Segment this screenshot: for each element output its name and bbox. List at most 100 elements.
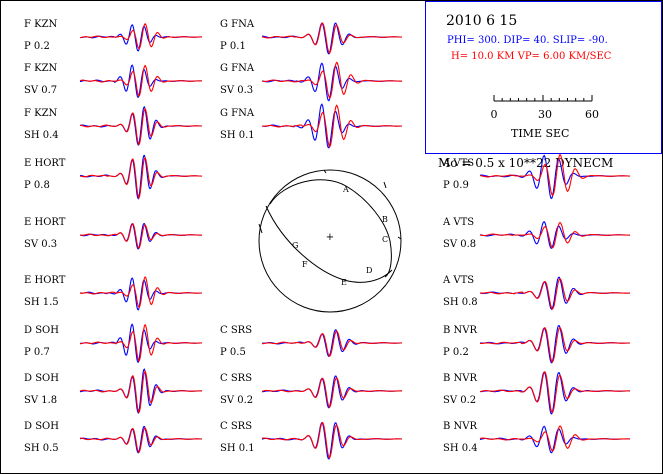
synthetic-trace — [80, 276, 202, 309]
phase-amplitude-label: P 0.9 — [443, 180, 469, 191]
station-mark-b: B — [382, 215, 388, 224]
synthetic-trace — [79, 223, 202, 249]
waveform-panel: F KZN SV 0.7 — [24, 63, 202, 99]
phase-amplitude-label: SH 0.4 — [443, 443, 478, 454]
station-mark-d: D — [366, 266, 372, 275]
waveform-panel: A VTS SH 0.8 — [442, 275, 631, 311]
waveform-panel: E HORT SV 0.3 — [24, 217, 202, 250]
synthetic-trace — [261, 22, 402, 54]
waveform-panel: B NVR SH 0.4 — [443, 421, 631, 454]
synthetic-trace — [79, 156, 202, 199]
station-label: E HORT — [24, 158, 66, 169]
waveform-panel: C SRS SH 0.1 — [220, 421, 402, 460]
waveform-panel: D SOH P 0.7 — [24, 323, 202, 363]
synthetic-trace — [79, 323, 202, 362]
waveform-panel: F KZN SH 0.4 — [24, 105, 203, 146]
phase-amplitude-label: P 0.2 — [443, 347, 469, 358]
station-label: C SRS — [220, 373, 252, 384]
waveform-panel: C SRS SV 0.2 — [220, 373, 402, 409]
synthetic-trace — [480, 326, 630, 363]
waveform-panel: G FNA P 0.1 — [220, 19, 402, 55]
station-label: C SRS — [220, 421, 252, 432]
station-label: G FNA — [220, 19, 255, 30]
phase-amplitude-label: P 0.1 — [220, 41, 246, 52]
synthetic-trace — [262, 330, 402, 357]
waveform-panel: G FNA SV 0.3 — [220, 61, 402, 102]
phase-amplitude-label: SV 0.2 — [220, 395, 253, 406]
synthetic-trace — [261, 376, 402, 408]
nodal-plane-2 — [265, 205, 393, 283]
sphere-ticks — [258, 169, 402, 240]
station-label: B NVR — [443, 325, 477, 336]
waveform-panel: B NVR P 0.2 — [443, 324, 630, 364]
phase-amplitude-label: SV 0.8 — [443, 239, 476, 250]
synthetic-trace — [80, 427, 202, 453]
station-label: A VTS — [442, 217, 474, 228]
station-label: G FNA — [220, 63, 255, 74]
scale-tick-60: 60 — [585, 108, 599, 121]
synthetic-trace — [261, 421, 402, 459]
station-label: D SOH — [24, 373, 59, 384]
phase-amplitude-label: SH 0.1 — [220, 130, 255, 141]
station-label: F KZN — [24, 63, 58, 74]
phase-amplitude-label: SV 1.8 — [24, 395, 57, 406]
synthetic-trace — [479, 425, 631, 452]
waveform-panel: A VTS P 0.9 — [442, 153, 630, 200]
synthetic-trace — [79, 64, 202, 98]
station-label: C SRS — [220, 325, 252, 336]
info-box-frame — [425, 1, 662, 154]
station-label: E HORT — [24, 217, 66, 228]
synthetic-trace — [79, 370, 202, 414]
station-mark-c: C — [382, 235, 388, 244]
focal-sphere — [258, 169, 402, 313]
station-label: E HORT — [24, 275, 66, 286]
phase-amplitude-label: SH 1.5 — [24, 297, 59, 308]
waveform-panel: E HORT SH 1.5 — [24, 275, 202, 311]
waveform-panel: B NVR SV 0.2 — [443, 371, 630, 415]
phase-amplitude-label: SV 0.3 — [220, 85, 253, 96]
phase-amplitude-label: SV 0.2 — [443, 395, 476, 406]
scale-label: TIME SEC — [511, 127, 569, 140]
station-label: A VTS — [442, 158, 474, 169]
station-label: B NVR — [443, 421, 477, 432]
mechanism-parameters: PHI= 300. DIP= 40. SLIP= -90. — [447, 35, 608, 46]
station-mark-a: A — [342, 185, 349, 194]
time-scale-bar — [493, 95, 593, 102]
phase-amplitude-label: SH 0.5 — [24, 443, 59, 454]
synthetic-trace — [479, 371, 630, 414]
waveform-panel: E HORT P 0.8 — [24, 154, 203, 200]
phase-amplitude-label: P 0.8 — [24, 180, 50, 191]
scale-tick-0: 0 — [491, 108, 498, 121]
event-date: 2010 6 15 — [446, 13, 517, 29]
synthetic-trace — [479, 221, 630, 249]
info-box: 2010 6 15 PHI= 300. DIP= 40. SLIP= -90. … — [425, 1, 662, 154]
station-label: B NVR — [443, 373, 477, 384]
nodal-plane-1 — [269, 179, 392, 278]
waveform-panel: D SOH SV 1.8 — [24, 368, 202, 415]
waveform-panel: G FNA SH 0.1 — [220, 103, 402, 149]
beachball: + A B C D E F G — [258, 169, 402, 313]
scale-tick-30: 30 — [538, 108, 552, 121]
phase-amplitude-label: SV 0.7 — [24, 85, 57, 96]
synthetic-trace — [261, 61, 402, 99]
phase-amplitude-label: SV 0.3 — [24, 239, 57, 250]
station-label: G FNA — [220, 108, 255, 119]
phase-amplitude-label: SH 0.1 — [220, 443, 255, 454]
phase-amplitude-label: SH 0.4 — [24, 130, 59, 141]
synthetic-trace — [79, 22, 202, 50]
phase-amplitude-label: SH 0.8 — [443, 297, 478, 308]
waveform-panel: F KZN P 0.2 — [24, 19, 202, 52]
phase-amplitude-label: P 0.7 — [24, 347, 50, 358]
station-label: F KZN — [24, 108, 58, 119]
station-label: A VTS — [442, 275, 474, 286]
phase-amplitude-label: P 0.5 — [220, 347, 246, 358]
station-mark-g: G — [292, 241, 298, 250]
station-mark-e: E — [341, 278, 347, 287]
synthetic-trace — [261, 104, 402, 148]
synthetic-trace — [479, 277, 631, 310]
station-label: D SOH — [24, 325, 59, 336]
station-label: D SOH — [24, 421, 59, 432]
synthetic-trace — [80, 107, 202, 146]
